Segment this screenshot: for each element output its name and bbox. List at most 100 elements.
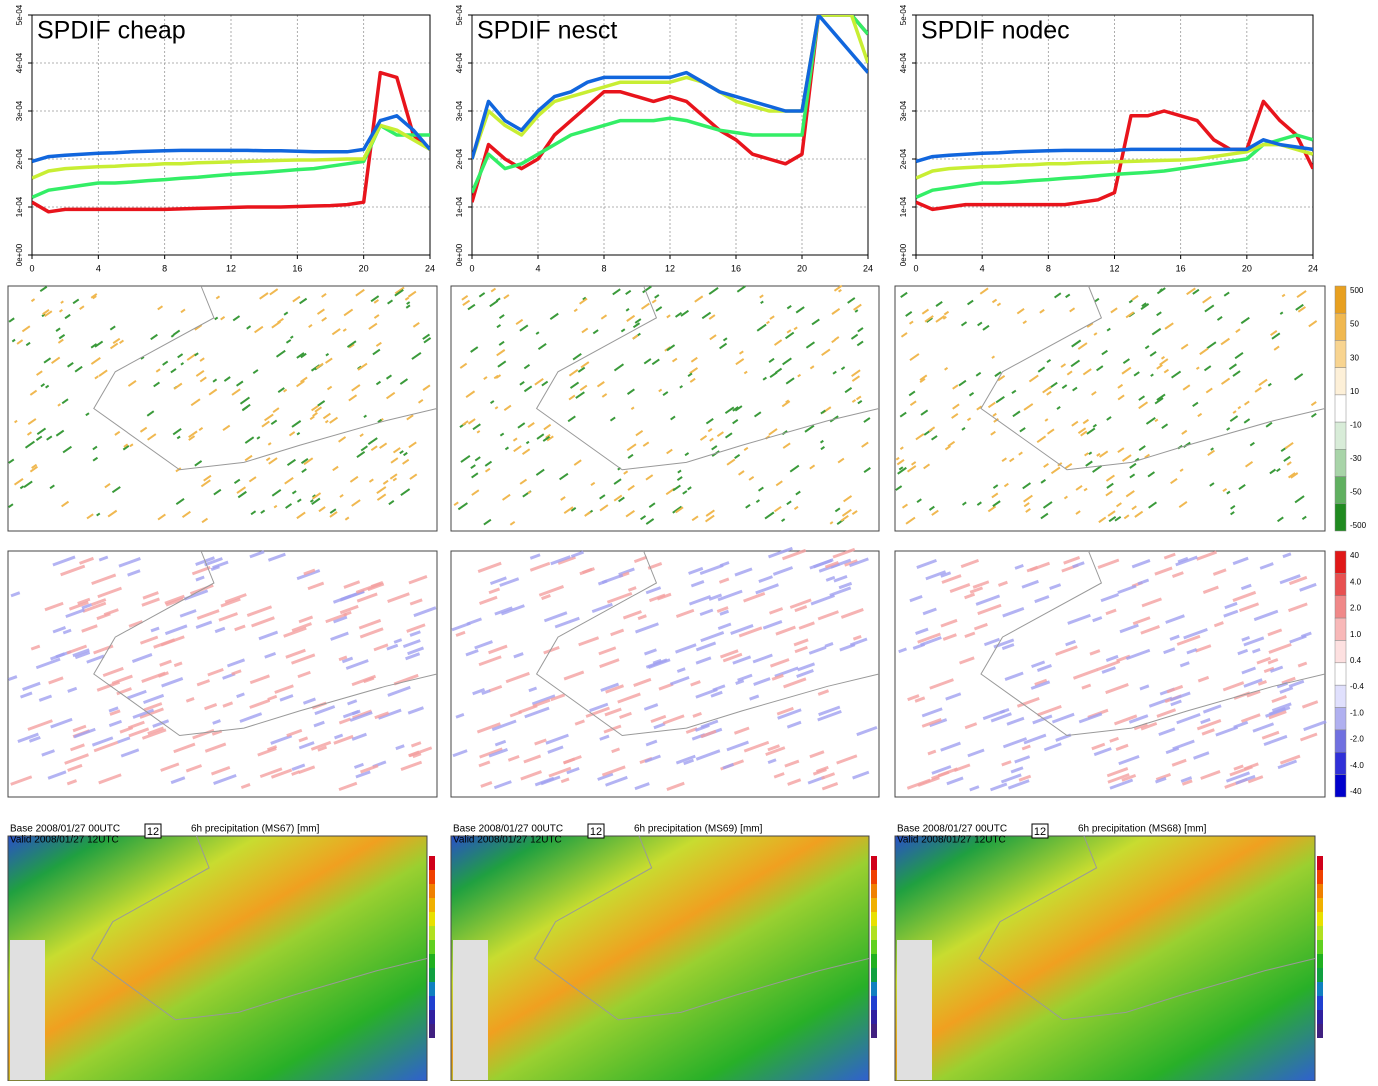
field-streak <box>157 305 164 311</box>
field-streak <box>537 343 547 351</box>
legend-swatch <box>429 898 435 912</box>
field-streak <box>795 306 805 314</box>
field-streak <box>498 340 505 346</box>
field-streak <box>538 585 565 597</box>
field-streak <box>1249 441 1255 447</box>
y-tick-label: 3e-04 <box>455 100 464 121</box>
field-streak <box>1113 714 1138 726</box>
field-streak <box>689 367 699 375</box>
field-streak <box>1023 733 1047 745</box>
field-streak <box>348 394 358 402</box>
field-streak <box>181 510 191 519</box>
field-streak <box>79 305 85 310</box>
field-streak <box>547 745 564 754</box>
field-streak <box>507 754 520 762</box>
field-streak <box>257 747 277 757</box>
field-streak <box>840 366 846 371</box>
field-streak <box>1267 658 1279 665</box>
chart-title: SPDIF nodec <box>921 17 1070 45</box>
field-streak <box>1232 410 1237 414</box>
field-streak <box>22 681 41 691</box>
base-label: Base 2008/01/27 00UTC <box>453 824 563 835</box>
chart-title: SPDIF cheap <box>37 17 186 45</box>
field-streak <box>852 634 862 641</box>
field-streak <box>990 430 996 436</box>
field-streak <box>821 772 836 780</box>
field-streak <box>196 679 211 687</box>
field-streak <box>675 506 684 514</box>
field-streak <box>308 324 313 328</box>
field-streak <box>708 593 723 601</box>
field-streak <box>794 645 808 654</box>
field-streak <box>809 464 816 470</box>
field-streak <box>710 690 723 698</box>
field-streak <box>1288 679 1305 688</box>
y-tick-label: 3e-04 <box>15 100 24 121</box>
field-streak <box>1109 736 1119 743</box>
field-streak <box>1044 418 1049 422</box>
field-streak <box>521 448 531 455</box>
field-streak <box>652 658 662 665</box>
precip-title: 6h precipitation (MS67) [mm] <box>191 824 320 835</box>
field-streak <box>695 749 721 761</box>
field-streak <box>1200 717 1211 725</box>
legend-swatch <box>429 940 435 954</box>
field-streak <box>722 652 743 663</box>
field-streak <box>642 441 650 447</box>
field-streak <box>1293 373 1304 381</box>
step-box <box>587 823 605 839</box>
field-streak <box>1279 754 1301 765</box>
field-streak <box>270 768 293 779</box>
field-streak <box>1037 704 1062 717</box>
field-streak <box>606 591 633 604</box>
step-box <box>1031 823 1049 839</box>
field-streak <box>1137 578 1150 586</box>
field-streak <box>1100 593 1119 603</box>
y-tick-label: 2e-04 <box>455 148 464 169</box>
field-streak <box>992 412 997 417</box>
field-streak <box>1123 514 1130 520</box>
field-streak <box>758 575 773 583</box>
field-streak <box>1096 660 1121 672</box>
field-streak <box>236 692 245 699</box>
field-streak <box>793 326 798 331</box>
field-streak <box>321 293 327 298</box>
field-streak <box>35 435 43 441</box>
field-streak <box>599 734 610 741</box>
field-streak <box>795 490 801 496</box>
field-streak <box>855 395 862 401</box>
field-streak <box>334 733 344 740</box>
field-streak <box>222 701 234 708</box>
field-streak <box>270 419 278 425</box>
field-streak <box>906 465 917 473</box>
field-streak <box>85 412 90 417</box>
field-streak <box>1224 601 1238 610</box>
field-streak <box>180 362 185 366</box>
field-streak <box>1163 368 1170 374</box>
field-streak <box>140 356 145 360</box>
field-streak <box>35 657 61 670</box>
legend-swatch <box>1317 912 1323 926</box>
precip-panel <box>7 835 428 1082</box>
field-streak <box>394 288 404 297</box>
field-streak <box>1072 386 1078 392</box>
field-streak <box>44 601 64 612</box>
field-streak <box>810 594 835 606</box>
field-streak <box>899 411 907 418</box>
field-streak <box>563 506 574 515</box>
field-streak <box>1197 675 1210 683</box>
field-streak <box>738 626 763 638</box>
field-streak <box>412 321 420 328</box>
field-streak <box>1121 773 1137 782</box>
field-streak <box>407 646 424 656</box>
field-streak <box>291 490 297 495</box>
legend-swatch <box>871 982 877 996</box>
field-streak <box>694 295 704 303</box>
field-streak <box>108 706 119 713</box>
field-streak <box>1031 660 1046 669</box>
field-streak <box>1131 294 1139 301</box>
field-streak <box>1155 772 1172 781</box>
field-streak <box>309 499 314 503</box>
field-streak <box>400 488 411 497</box>
field-streak <box>645 474 654 481</box>
